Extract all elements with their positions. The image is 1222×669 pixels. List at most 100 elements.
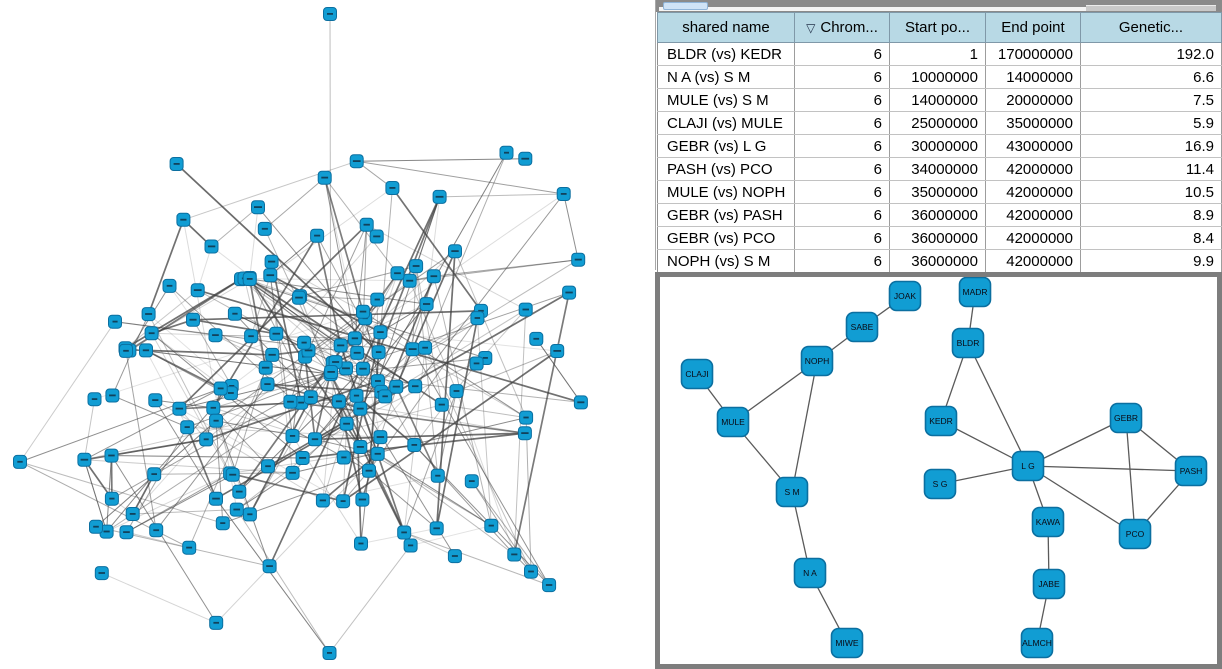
network-edge[interactable] <box>84 388 221 461</box>
subnetwork-node-kawa[interactable] <box>1031 506 1065 538</box>
network-edge[interactable] <box>267 383 340 403</box>
network-edge[interactable] <box>240 278 397 388</box>
network-edge[interactable] <box>424 347 532 572</box>
network-edge[interactable] <box>329 545 411 654</box>
network-edge[interactable] <box>114 321 216 336</box>
network-edge[interactable] <box>236 509 330 654</box>
network-edge[interactable] <box>290 400 526 435</box>
table-horizontal-scrollbar[interactable] <box>656 0 1222 12</box>
table-row[interactable]: GEBR (vs) L G 6 30000000 43000000 16.9 <box>657 134 1222 158</box>
network-edge[interactable] <box>426 196 441 305</box>
network-edge[interactable] <box>270 274 356 339</box>
subnetwork-node-joak[interactable] <box>888 280 922 312</box>
subnetwork-node-bldr[interactable] <box>951 327 985 359</box>
network-edge[interactable] <box>187 426 381 438</box>
subnetwork-canvas[interactable]: JOAK SABE NOPH CLAJI MULE S M N A MIWE MADR BLDR K… <box>660 277 1217 664</box>
network-edge[interactable] <box>439 193 564 198</box>
network-edge[interactable] <box>271 261 364 313</box>
network-edge[interactable] <box>112 395 188 428</box>
network-edge[interactable] <box>236 472 293 511</box>
subnetwork-node-mule[interactable] <box>716 406 750 438</box>
network-edge[interactable] <box>271 236 378 356</box>
network-edge[interactable] <box>234 313 397 388</box>
network-edge[interactable] <box>415 266 443 405</box>
network-edge[interactable] <box>111 438 207 457</box>
network-edge[interactable] <box>111 455 217 624</box>
network-edge[interactable] <box>101 572 217 624</box>
network-edge[interactable] <box>249 207 259 279</box>
subnetwork-node-pco[interactable] <box>1118 518 1152 550</box>
network-edge[interactable] <box>244 278 267 368</box>
network-edge[interactable] <box>403 532 456 557</box>
network-edge[interactable] <box>147 219 185 315</box>
network-edge[interactable] <box>316 235 380 353</box>
subnetwork-edge-gebr-pco[interactable] <box>1125 417 1136 535</box>
column-header-start-po[interactable]: Start po... <box>889 12 986 43</box>
network-edge[interactable] <box>269 275 293 437</box>
network-edge[interactable] <box>231 354 273 387</box>
subnetwork-node-kedr[interactable] <box>924 405 958 437</box>
network-edge[interactable] <box>359 385 416 448</box>
network-edge[interactable] <box>249 278 427 305</box>
network-edge[interactable] <box>322 453 379 502</box>
network-edge[interactable] <box>513 292 570 555</box>
network-edge[interactable] <box>83 459 108 532</box>
network-edge[interactable] <box>132 509 237 515</box>
network-edge[interactable] <box>377 453 492 527</box>
table-row[interactable]: N A (vs) S M 6 10000000 14000000 6.6 <box>657 65 1222 89</box>
network-edge[interactable] <box>192 318 277 335</box>
network-edge[interactable] <box>232 367 267 475</box>
network-edge[interactable] <box>441 404 527 419</box>
network-edge[interactable] <box>205 380 379 441</box>
network-edge[interactable] <box>355 395 362 544</box>
network-edge[interactable] <box>215 498 330 654</box>
network-edge[interactable] <box>377 453 515 555</box>
network-edge[interactable] <box>126 531 190 549</box>
network-edge[interactable] <box>179 408 344 502</box>
network-edge[interactable] <box>379 187 393 333</box>
network-edge[interactable] <box>329 13 332 375</box>
subnetwork-edge-noph-s-m[interactable] <box>791 360 818 493</box>
network-edge[interactable] <box>215 334 355 339</box>
network-edge[interactable] <box>83 399 95 460</box>
network-edge[interactable] <box>412 348 550 586</box>
table-row[interactable]: NOPH (vs) S M 6 36000000 42000000 9.9 <box>657 249 1222 273</box>
network-edge[interactable] <box>316 235 342 346</box>
network-edge[interactable] <box>395 250 456 388</box>
network-edge[interactable] <box>125 350 157 531</box>
network-edge[interactable] <box>535 338 582 403</box>
scrollbar-track[interactable] <box>659 7 1089 11</box>
network-edge[interactable] <box>368 317 478 472</box>
network-edge[interactable] <box>314 303 427 440</box>
network-edge[interactable] <box>268 196 441 567</box>
subnetwork-node-miwe[interactable] <box>830 627 864 659</box>
network-edge[interactable] <box>111 455 303 459</box>
subnetwork-edge-l-g-pco[interactable] <box>1027 465 1136 535</box>
network-edge[interactable] <box>151 333 240 492</box>
network-edge[interactable] <box>356 160 564 195</box>
network-edge[interactable] <box>269 235 318 276</box>
network-edge[interactable] <box>155 399 324 501</box>
network-edge[interactable] <box>270 261 302 403</box>
subnetwork-node-gebr[interactable] <box>1109 402 1143 434</box>
subnetwork-edge-l-g-pash[interactable] <box>1027 465 1192 472</box>
network-edge[interactable] <box>366 224 526 311</box>
network-edge[interactable] <box>197 289 582 404</box>
network-edge[interactable] <box>456 390 515 555</box>
network-edge[interactable] <box>384 275 435 397</box>
network-edge[interactable] <box>148 313 231 474</box>
network-edge[interactable] <box>250 275 271 337</box>
subnetwork-node-s-m[interactable] <box>775 476 809 508</box>
subnetwork-node-jabe[interactable] <box>1032 568 1066 600</box>
network-edge[interactable] <box>314 432 525 441</box>
main-network-view[interactable] <box>0 0 655 669</box>
network-edge[interactable] <box>433 276 492 526</box>
network-edge[interactable] <box>238 368 364 493</box>
network-edge[interactable] <box>249 277 364 370</box>
table-row[interactable]: PASH (vs) PCO 6 34000000 42000000 11.4 <box>657 157 1222 181</box>
network-edge[interactable] <box>324 177 381 438</box>
network-edge[interactable] <box>244 278 341 346</box>
network-edge[interactable] <box>395 386 439 477</box>
subnetwork-node-n-a[interactable] <box>793 557 827 589</box>
network-edge[interactable] <box>304 356 386 397</box>
